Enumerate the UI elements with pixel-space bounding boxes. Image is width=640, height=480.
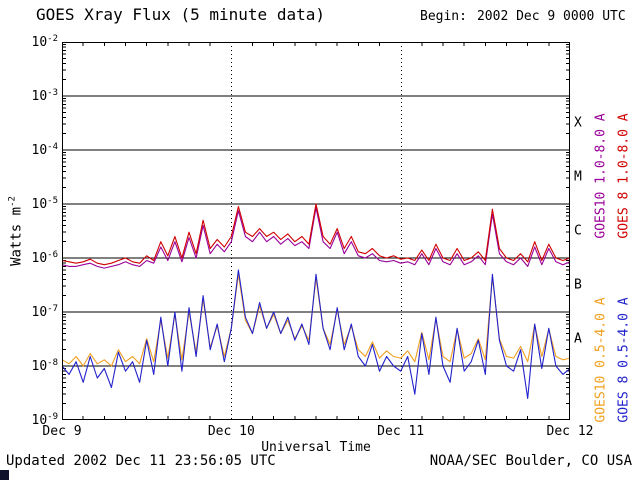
y-tick-label: 10-5 [31, 195, 59, 213]
flare-class-label: C [574, 223, 582, 239]
x-tick-label: Dec 12 [546, 424, 594, 439]
y-tick-label: 10-3 [31, 87, 59, 105]
series-trace [62, 207, 570, 269]
y-tick-label: 10-2 [31, 33, 59, 51]
y-tick-label: 10-9 [31, 411, 59, 429]
flare-class-label: X [574, 115, 582, 131]
legend-label: GOES10 0.5-4.0 A [593, 297, 609, 423]
x-tick-label: Dec 10 [207, 424, 255, 439]
x-axis-title: Universal Time [261, 440, 371, 455]
legend-label: GOES10 1.0-8.0 A [593, 113, 609, 239]
begin-timestamp: Begin: 2002 Dec 9 0000 UTC [420, 9, 626, 24]
y-tick-label: 10-7 [31, 303, 59, 321]
updated-timestamp: Updated 2002 Dec 11 23:56:05 UTC [6, 453, 276, 469]
flare-class-label: A [574, 331, 582, 347]
series-trace [62, 203, 570, 266]
x-tick-label: Dec 11 [377, 424, 425, 439]
flare-class-label: B [574, 277, 582, 293]
x-tick-label: Dec 9 [42, 424, 82, 439]
series-trace [62, 269, 570, 400]
legend-label: GOES 8 0.5-4.0 A [616, 297, 632, 423]
flare-class-label: M [574, 169, 582, 185]
y-tick-label: 10-6 [31, 249, 59, 267]
begin-label: Begin: [420, 9, 467, 24]
y-tick-label: 10-8 [31, 357, 59, 375]
corner-artifact [0, 470, 9, 480]
plot-canvas [62, 42, 570, 420]
credit-text: NOAA/SEC Boulder, CO USA [429, 453, 632, 469]
y-tick-label: 10-4 [31, 141, 59, 159]
chart-title: GOES Xray Flux (5 minute data) [36, 5, 325, 24]
legend-label: GOES 8 1.0-8.0 A [616, 113, 632, 239]
begin-value: 2002 Dec 9 0000 UTC [476, 9, 626, 24]
